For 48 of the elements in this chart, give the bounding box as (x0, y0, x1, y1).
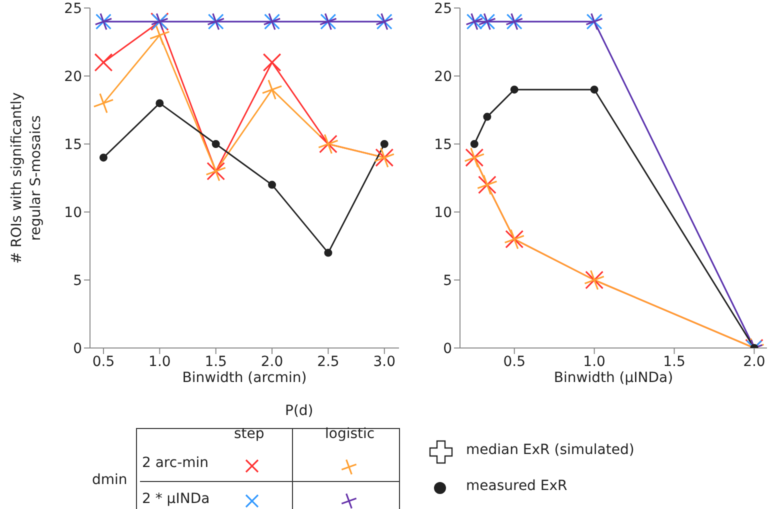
text: P(d) (285, 403, 314, 419)
text: logistic (325, 426, 375, 442)
text: dmin (92, 472, 128, 488)
x-tick-label: 0.5 (92, 354, 115, 370)
point (510, 86, 518, 94)
x-tick-label: 3.0 (373, 354, 396, 370)
point (324, 248, 332, 257)
y-tick-label: 10 (64, 204, 82, 221)
y-tick-label: 25 (64, 0, 82, 17)
point (212, 140, 220, 148)
point (94, 53, 113, 72)
text: step (234, 426, 264, 442)
x-tick-label: 1.5 (663, 354, 686, 370)
point (149, 24, 170, 46)
y-tick-label: 15 (434, 136, 452, 153)
x-axis-title: Binwidth (µINDa) (552, 370, 674, 386)
point (483, 112, 492, 121)
y-axis-title: # ROIs with significantly regular S-mosaics (8, 91, 45, 266)
y-tick-label: 20 (434, 68, 452, 85)
legend-label: measured ExR (466, 478, 568, 494)
x-tick-label: 1.5 (204, 354, 227, 370)
y-tick-label: 15 (64, 136, 82, 153)
x-tick-label: 0.5 (503, 354, 526, 370)
point (99, 154, 108, 162)
point (262, 79, 282, 100)
x-tick-label: 2.0 (743, 354, 766, 370)
text: 2 arc-min (142, 455, 209, 471)
text: median ExR (simulated) (466, 442, 634, 458)
y-tick-label: 5 (73, 272, 82, 289)
text: 2 * µINDa (142, 491, 210, 507)
point (380, 140, 388, 148)
point (268, 180, 276, 189)
y-tick-label: 0 (443, 340, 452, 357)
x-tick-label: 2.0 (260, 354, 284, 370)
y-tick-label: 10 (434, 204, 452, 221)
point (470, 140, 478, 148)
y-tick-label: 25 (434, 0, 452, 17)
y-tick-label: 0 (73, 340, 82, 357)
x-tick-label: 1.0 (148, 354, 171, 370)
point (590, 86, 598, 94)
x-tick-label: 1.0 (583, 354, 606, 370)
point (156, 99, 164, 108)
x-axis-title: Binwidth (arcmin) (181, 370, 308, 386)
y-tick-label: 5 (443, 272, 452, 289)
x-tick-label: 2.5 (317, 354, 340, 370)
point (262, 53, 282, 72)
y-tick-label: 20 (64, 68, 82, 85)
point (93, 92, 114, 114)
